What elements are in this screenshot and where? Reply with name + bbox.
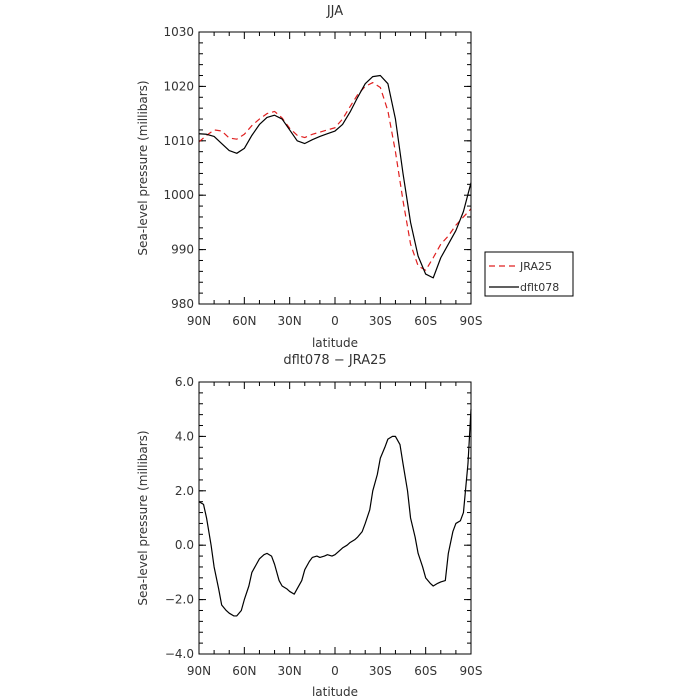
bottom-series-layer — [198, 409, 472, 617]
top-x-tick-label: 90N — [187, 314, 211, 328]
bottom-x-tick-label: 60N — [232, 664, 256, 678]
bottom-x-tick-label: 90S — [460, 664, 483, 678]
bottom-x-tick-label: 90N — [187, 664, 211, 678]
bottom-axis-ticks: 90N 60N 30N 0 30S 60S 90S −4.0 −2.0 0.0 2.0 4.0 6.0 — [165, 375, 483, 678]
top-y-tick-label: 990 — [171, 243, 194, 257]
top-y-tick-label: 1020 — [163, 79, 194, 93]
top-y-tick-label: 1030 — [163, 25, 194, 39]
bottom-y-tick-label: 6.0 — [175, 375, 194, 389]
top-series-line-jra25 — [198, 81, 472, 271]
bottom-x-tick-label: 60S — [414, 664, 437, 678]
top-panel: JJA 90N 60N 30N 0 30S 60S 90S 980 990 1000 1010 102… — [136, 4, 574, 350]
bottom-y-tick-label: 4.0 — [175, 429, 194, 443]
top-x-axis-label: latitude — [312, 336, 358, 350]
top-x-tick-label: 0 — [331, 314, 339, 328]
legend-box — [484, 251, 574, 297]
bottom-y-axis-label: Sea-level pressure (millibars) — [136, 430, 150, 605]
top-y-tick-label: 1010 — [163, 134, 194, 148]
bottom-y-tick-label: 0.0 — [175, 538, 194, 552]
legend: JRA25 dflt078 — [484, 251, 574, 297]
top-y-tick-label: 980 — [171, 297, 194, 311]
bottom-y-tick-label: 2.0 — [175, 484, 194, 498]
top-y-axis-label: Sea-level pressure (millibars) — [136, 80, 150, 255]
bottom-chart-title: dflt078 − JRA25 — [283, 353, 386, 368]
top-x-tick-label: 60N — [232, 314, 256, 328]
bottom-panel: dflt078 − JRA25 90N 60N 30N 0 30S 60S 90S −4.0 −… — [136, 353, 482, 699]
legend-label-dflt078: dflt078 — [520, 281, 559, 294]
top-series-layer — [198, 74, 472, 279]
top-x-tick-label: 30S — [369, 314, 392, 328]
top-plot-frame — [198, 31, 472, 305]
legend-label-jra25: JRA25 — [519, 260, 552, 273]
bottom-x-tick-label: 0 — [331, 664, 339, 678]
bottom-series-line-difference — [198, 409, 472, 617]
bottom-y-tick-label: −2.0 — [165, 593, 194, 607]
bottom-x-tick-label: 30N — [278, 664, 302, 678]
bottom-x-tick-label: 30S — [369, 664, 392, 678]
bottom-plot-frame — [198, 381, 472, 655]
top-x-tick-label: 90S — [460, 314, 483, 328]
top-chart-title: JJA — [326, 4, 343, 19]
bottom-x-axis-label: latitude — [312, 685, 358, 699]
top-series-line-dflt078 — [198, 74, 472, 279]
bottom-y-tick-label: −4.0 — [165, 647, 194, 661]
top-axis-ticks: 90N 60N 30N 0 30S 60S 90S 980 990 1000 1010 1020 103… — [163, 25, 482, 328]
top-y-tick-label: 1000 — [163, 188, 194, 202]
top-x-tick-label: 60S — [414, 314, 437, 328]
top-x-tick-label: 30N — [278, 314, 302, 328]
